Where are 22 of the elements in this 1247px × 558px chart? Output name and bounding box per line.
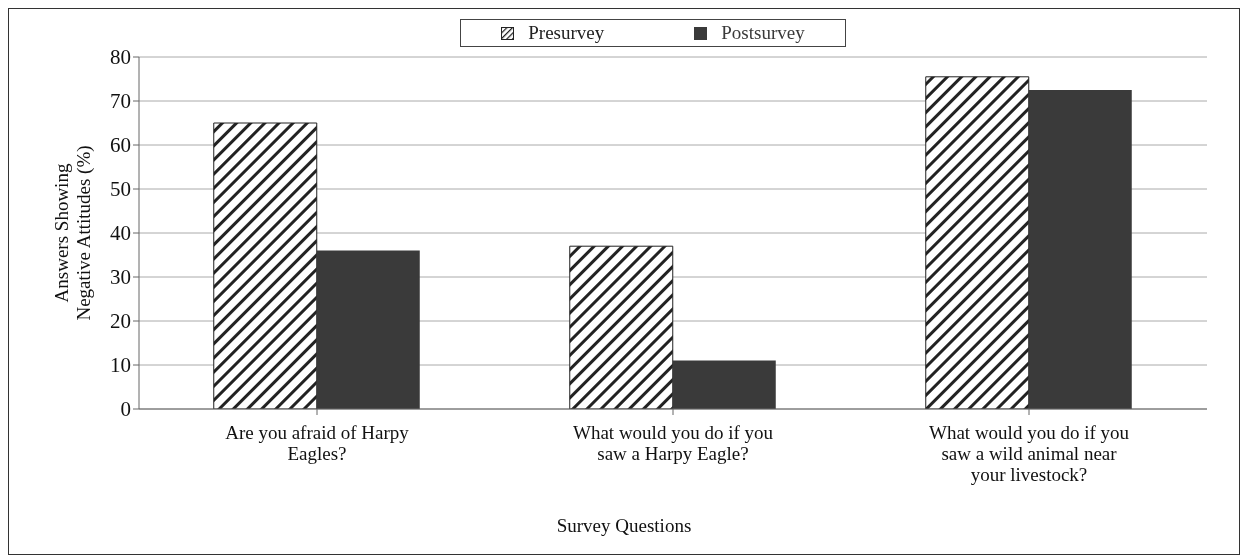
legend-label: Postsurvey [720, 22, 805, 44]
y-tick-label: 70 [110, 89, 131, 114]
x-axis-title: Survey Questions [555, 515, 693, 537]
bar [1028, 90, 1132, 409]
text: Presurvey [527, 22, 605, 44]
y-tick-label: 10 [110, 353, 131, 378]
y-tick-label: 40 [110, 221, 131, 246]
y-tick-label: 20 [110, 309, 131, 334]
x-tick-label: What would you do if you saw a wild animal near your livestock? [928, 422, 1130, 485]
x-tick-label: Are you afraid of Harpy Eagles? [225, 422, 410, 464]
x-tick-label: What would you do if you saw a Harpy Eagle? [572, 422, 774, 464]
y-tick-label: 50 [110, 177, 131, 202]
bar [316, 250, 420, 409]
bar [925, 76, 1030, 409]
y-tick-label: 60 [110, 133, 131, 158]
bar [213, 122, 318, 409]
y-tick-label: 30 [110, 265, 131, 290]
y-tick-label: 0 [120, 397, 131, 422]
y-tick-label: 80 [110, 45, 131, 70]
bar [569, 245, 674, 409]
y-axis-title: Answers Showing Negative Attitudes (%) [51, 145, 95, 321]
bar [672, 360, 776, 409]
